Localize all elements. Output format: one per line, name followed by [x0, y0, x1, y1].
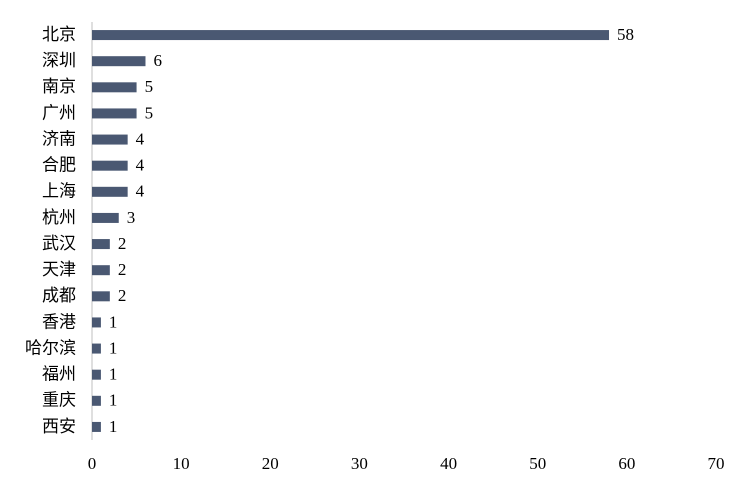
x-tick-label: 30: [351, 454, 368, 473]
x-tick-label: 40: [440, 454, 457, 473]
data-label: 4: [136, 129, 145, 148]
data-label: 1: [109, 312, 118, 331]
bar: [92, 421, 101, 432]
data-label: 1: [109, 417, 118, 436]
bar: [92, 265, 110, 276]
data-label: 2: [118, 234, 127, 253]
x-tick-label: 0: [88, 454, 97, 473]
data-label: 4: [136, 182, 145, 201]
x-tick-label: 60: [618, 454, 635, 473]
bar: [92, 239, 110, 250]
y-tick-label: 上海: [42, 182, 76, 201]
y-tick-label: 济南: [42, 129, 76, 148]
bar: [92, 395, 101, 406]
data-label: 1: [109, 391, 118, 410]
data-label: 4: [136, 156, 145, 175]
y-tick-label: 北京: [42, 25, 76, 44]
y-tick-label: 哈尔滨: [25, 338, 76, 357]
y-tick-label: 杭州: [42, 208, 76, 227]
data-label: 3: [127, 208, 136, 227]
y-tick-label: 南京: [42, 77, 76, 96]
bar: [92, 160, 128, 171]
bar: [92, 369, 101, 380]
bar: [92, 30, 610, 41]
y-tick-label: 深圳: [42, 51, 76, 70]
y-tick-label: 重庆: [42, 391, 76, 410]
bar: [92, 186, 128, 197]
y-tick-label: 合肥: [42, 156, 76, 175]
x-tick-label: 70: [708, 454, 725, 473]
bar: [92, 291, 110, 302]
data-label: 2: [118, 260, 127, 279]
x-tick-label: 10: [173, 454, 190, 473]
bar: [92, 343, 101, 354]
x-tick-label: 50: [529, 454, 546, 473]
bar: [92, 56, 146, 67]
x-tick-label: 20: [262, 454, 279, 473]
y-tick-label: 武汉: [42, 234, 76, 253]
y-tick-label: 广州: [42, 103, 76, 122]
y-tick-label: 成都: [42, 286, 76, 305]
y-tick-label: 西安: [42, 417, 76, 436]
data-label: 5: [145, 103, 154, 122]
data-label: 58: [617, 25, 634, 44]
data-label: 2: [118, 286, 127, 305]
bar: [92, 82, 137, 93]
bar: [92, 134, 128, 145]
bar: [92, 108, 137, 119]
data-label: 5: [145, 77, 154, 96]
bar: [92, 212, 119, 223]
data-label: 1: [109, 338, 118, 357]
y-tick-label: 天津: [42, 260, 76, 279]
data-label: 6: [153, 51, 162, 70]
bar: [92, 317, 101, 328]
y-tick-label: 香港: [42, 312, 76, 331]
y-tick-label: 福州: [42, 365, 76, 384]
data-label: 1: [109, 365, 118, 384]
